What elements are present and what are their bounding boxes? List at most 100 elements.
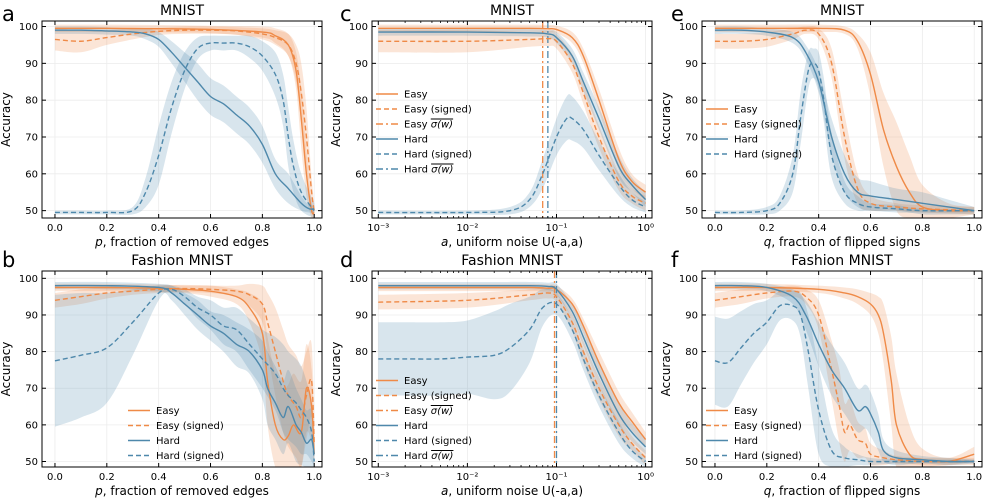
y-tick-label: 70 xyxy=(685,384,698,395)
series-line xyxy=(54,27,315,215)
y-tick-label: 90 xyxy=(355,310,368,321)
y-tick-label: 50 xyxy=(25,457,38,468)
panel-letter: c xyxy=(340,2,352,26)
x-axis-variable: a xyxy=(441,235,448,249)
legend-label: Hard xyxy=(404,135,428,146)
series-line xyxy=(378,27,647,193)
y-tick-label: 100 xyxy=(19,22,38,33)
series-line xyxy=(378,301,647,463)
x-tick-label: 0.0 xyxy=(707,472,723,483)
confidence-band xyxy=(378,28,646,207)
x-axis-label: a, uniform noise U(-a,a) xyxy=(441,235,583,249)
x-tick-label: 1.0 xyxy=(966,223,982,234)
series-line xyxy=(378,286,647,440)
legend-label-sigma: σ(w) xyxy=(431,451,453,462)
legend-label: Easy (signed) xyxy=(404,105,472,116)
axes-frame xyxy=(41,20,323,219)
legend: Easy Easy (signed) Hard Hard (signed) xyxy=(706,105,802,161)
legend: Easy Easy (signed) Hard Hard (signed) xyxy=(706,406,802,462)
y-axis-label: Accuracy xyxy=(329,342,343,397)
y-tick-label: 50 xyxy=(355,457,368,468)
legend-label-sigma: σ(w) xyxy=(431,120,453,131)
axes-frame xyxy=(701,20,983,219)
x-tick-label: 10⁻³ xyxy=(367,223,389,234)
legend-label: Hard (signed) xyxy=(404,436,472,447)
y-tick-label: 80 xyxy=(25,96,38,107)
confidence-band xyxy=(54,283,315,467)
y-tick-label: 60 xyxy=(685,169,698,180)
y-tick-label: 80 xyxy=(685,96,698,107)
series-line xyxy=(714,62,975,214)
x-tick-label: 0.4 xyxy=(811,472,827,483)
chart-title: Fashion MNIST xyxy=(791,253,893,269)
panel-d: 10⁻³ 10⁻² 10⁻¹ 10⁰ 50 60 70 80 90 100 Fashion MNIS… xyxy=(329,248,654,498)
y-tick-label: 60 xyxy=(25,169,38,180)
legend-label: Hard xyxy=(156,436,180,447)
chart-title: MNIST xyxy=(820,3,865,19)
x-tick-label: 0.6 xyxy=(203,472,219,483)
x-tick-label: 0.4 xyxy=(151,223,167,234)
legend-label-text: Easy xyxy=(404,406,431,417)
panel-c: 10⁻³ 10⁻² 10⁻¹ 10⁰ 50 60 70 80 90 100 MNIST a, unif… xyxy=(329,2,654,249)
x-tick-label: 10⁰ xyxy=(637,223,654,234)
series-line xyxy=(378,284,647,448)
legend-label-text: Easy xyxy=(404,120,431,131)
y-tick-label: 100 xyxy=(349,274,368,285)
legend-label: Easy (signed) xyxy=(404,391,472,402)
confidence-band xyxy=(714,285,975,466)
x-tick-label: 0.6 xyxy=(863,223,879,234)
x-axis-label-text: , fraction of flipped signs xyxy=(771,235,920,249)
series-line xyxy=(54,41,315,214)
x-axis-label: a, uniform noise U(-a,a) xyxy=(441,484,583,498)
x-tick-label: 10⁰ xyxy=(637,472,654,483)
series-line xyxy=(54,287,315,444)
x-tick-label: 0.6 xyxy=(203,223,219,234)
confidence-band xyxy=(54,285,315,467)
y-tick-label: 90 xyxy=(685,59,698,70)
y-tick-label: 100 xyxy=(679,274,698,285)
y-tick-label: 60 xyxy=(685,420,698,431)
x-tick-label: 10⁻² xyxy=(456,472,478,483)
confidence-band xyxy=(378,287,646,466)
confidence-band xyxy=(54,26,315,213)
x-tick-label: 1.0 xyxy=(306,472,322,483)
y-axis-label: Accuracy xyxy=(659,92,673,147)
x-tick-label: 1.0 xyxy=(306,223,322,234)
confidence-band xyxy=(714,24,975,218)
legend-label: Hard σ(w) xyxy=(404,451,453,462)
axes-frame xyxy=(371,270,653,468)
x-tick-label: 0.6 xyxy=(863,472,879,483)
legend-label: Hard xyxy=(404,421,428,432)
legend-label: Hard xyxy=(734,436,758,447)
x-axis-variable: p xyxy=(94,484,103,498)
x-tick-label: 0.2 xyxy=(99,223,115,234)
panel-f: 0.0 0.2 0.4 0.6 0.8 1.0 50 60 70 80 90 100 Fashion M… xyxy=(659,248,983,498)
x-axis-label-text: , fraction of removed edges xyxy=(103,484,269,498)
x-axis-label: p, fraction of removed edges xyxy=(94,235,269,249)
legend-label: Easy xyxy=(734,406,758,417)
x-tick-label: 0.4 xyxy=(811,223,827,234)
x-tick-label: 10⁻² xyxy=(456,223,478,234)
y-axis-label: Accuracy xyxy=(0,342,13,397)
x-axis-label-text: , fraction of removed edges xyxy=(103,235,269,249)
axes-frame xyxy=(41,270,323,468)
x-axis-variable: q xyxy=(764,484,772,498)
x-tick-label: 0.0 xyxy=(707,223,723,234)
chart-title: Fashion MNIST xyxy=(131,253,233,269)
confidence-band xyxy=(54,35,315,218)
y-tick-label: 50 xyxy=(685,457,698,468)
y-tick-label: 80 xyxy=(355,347,368,358)
y-tick-label: 90 xyxy=(25,310,38,321)
y-tick-label: 90 xyxy=(355,59,368,70)
y-tick-label: 70 xyxy=(25,132,38,143)
confidence-band xyxy=(378,30,646,211)
legend-label: Easy (signed) xyxy=(734,120,802,131)
y-tick-label: 50 xyxy=(355,206,368,217)
y-tick-label: 70 xyxy=(685,132,698,143)
chart-title: MNIST xyxy=(160,3,205,19)
y-tick-label: 70 xyxy=(25,384,38,395)
legend-label: Easy xyxy=(156,406,180,417)
panel-a: 0.0 0.2 0.4 0.6 0.8 1.0 50 60 70 80 90 100 MNIST p, f… xyxy=(0,2,323,249)
